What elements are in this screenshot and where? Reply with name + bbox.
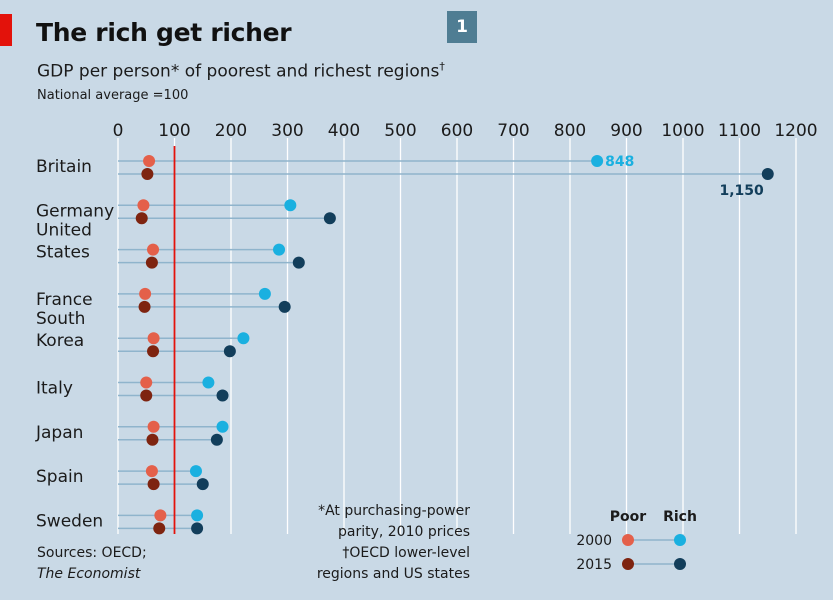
legend: Poor Rich 2000 2015 xyxy=(576,509,697,573)
dot-rich-2000 xyxy=(237,332,250,345)
dot-poor-2000 xyxy=(147,420,160,433)
dot-rich-2000 xyxy=(273,243,286,256)
dot-poor-2000 xyxy=(143,155,156,167)
dot-poor-2000 xyxy=(147,243,160,256)
category-label: Italy xyxy=(36,379,73,399)
dot-rich-2015 xyxy=(292,256,305,269)
category-label: South xyxy=(36,309,85,329)
footnote-line-3: †OECD lower-level xyxy=(342,545,470,561)
subtitle-text: GDP per person* of poorest and richest r… xyxy=(37,61,440,82)
x-tick-label: 200 xyxy=(215,121,247,141)
dot-rich-2015 xyxy=(210,433,223,446)
source-line-1: Sources: OECD; xyxy=(37,545,147,561)
x-tick-label: 600 xyxy=(441,121,473,141)
dot-rich-2015 xyxy=(196,478,209,491)
x-tick-label: 0 xyxy=(113,121,124,141)
category-label: Sweden xyxy=(36,511,103,531)
legend-dot-poor-2000 xyxy=(622,534,634,546)
dot-rich-2015 xyxy=(191,522,204,535)
x-tick-label: 300 xyxy=(271,121,303,141)
legend-dot-rich-2000 xyxy=(674,534,686,546)
dot-rich-2015 xyxy=(761,168,774,180)
chart-subtitle: GDP per person* of poorest and richest r… xyxy=(37,60,445,82)
dot-rich-2000 xyxy=(284,199,297,212)
x-tick-label: 900 xyxy=(610,121,642,141)
legend-rich-header: Rich xyxy=(663,509,697,525)
dot-rich-2000 xyxy=(202,376,215,389)
legend-2015-label: 2015 xyxy=(576,557,612,573)
dot-rich-2000 xyxy=(216,420,229,433)
footnote: *At purchasing-power parity, 2010 prices… xyxy=(308,501,470,585)
dot-poor-2000 xyxy=(140,376,153,389)
dot-rich-2000 xyxy=(189,465,202,478)
category-label: Spain xyxy=(36,467,84,487)
dot-rich-2000 xyxy=(258,287,271,300)
x-tick-label: 400 xyxy=(328,121,360,141)
legend-poor-header: Poor xyxy=(610,509,646,525)
dot-rich-2000 xyxy=(191,509,204,522)
legend-2000-label: 2000 xyxy=(576,533,612,549)
dot-poor-2015 xyxy=(140,389,153,402)
value-label: 1,150 xyxy=(719,183,764,199)
dot-rich-2015 xyxy=(278,300,291,313)
source-line-2: The Economist xyxy=(37,566,141,582)
dot-rich-2000 xyxy=(591,155,604,167)
footnote-line-4: regions and US states xyxy=(316,566,470,582)
category-label: States xyxy=(36,243,90,263)
x-tick-label: 800 xyxy=(554,121,586,141)
dot-poor-2015 xyxy=(141,168,154,180)
category-label: Japan xyxy=(35,423,83,443)
x-tick-label: 1200 xyxy=(774,121,817,141)
dot-poor-2015 xyxy=(147,345,160,358)
chart-number-badge: 1 xyxy=(447,11,477,43)
chart-note: National average =100 xyxy=(37,88,189,103)
legend-dot-poor-2015 xyxy=(622,558,634,570)
x-tick-label: 100 xyxy=(158,121,190,141)
dot-poor-2000 xyxy=(154,509,167,522)
dot-poor-2015 xyxy=(147,478,160,491)
category-label: Germany xyxy=(36,201,114,221)
dot-poor-2000 xyxy=(147,332,160,345)
x-tick-label: 1000 xyxy=(661,121,704,141)
chart-title: The rich get richer xyxy=(36,18,292,47)
x-tick-label: 500 xyxy=(384,121,416,141)
x-axis-ticks: 0 100 200 300 400 500 600 700 800 900 1000 1100 1200 xyxy=(113,121,818,141)
dot-poor-2015 xyxy=(146,433,159,446)
dot-rich-2015 xyxy=(323,212,336,225)
category-label: Korea xyxy=(36,331,84,351)
legend-dot-rich-2015 xyxy=(674,558,686,570)
value-labels: 848 1,150 xyxy=(605,154,764,199)
category-label: United xyxy=(36,221,92,241)
x-tick-label: 1100 xyxy=(718,121,761,141)
x-tick-label: 700 xyxy=(497,121,529,141)
dot-poor-2015 xyxy=(145,256,158,269)
value-label: 848 xyxy=(605,154,634,170)
chart-dots xyxy=(135,155,774,535)
dot-poor-2000 xyxy=(145,465,158,478)
dot-rich-2015 xyxy=(223,345,236,358)
dot-poor-2015 xyxy=(135,212,148,225)
subtitle-footnote-mark: † xyxy=(439,60,445,73)
dot-poor-2015 xyxy=(153,522,166,535)
footnote-line-1: *At purchasing-power xyxy=(318,503,470,519)
category-label: France xyxy=(36,290,93,310)
source-note: Sources: OECD; The Economist xyxy=(37,543,147,585)
category-label: Britain xyxy=(36,157,92,177)
gridlines xyxy=(117,138,797,534)
dot-poor-2015 xyxy=(138,300,151,313)
dot-rich-2015 xyxy=(216,389,229,402)
footnote-line-2: parity, 2010 prices xyxy=(337,524,470,540)
brand-tab xyxy=(0,14,12,46)
dot-poor-2000 xyxy=(139,287,152,300)
dot-poor-2000 xyxy=(137,199,150,212)
